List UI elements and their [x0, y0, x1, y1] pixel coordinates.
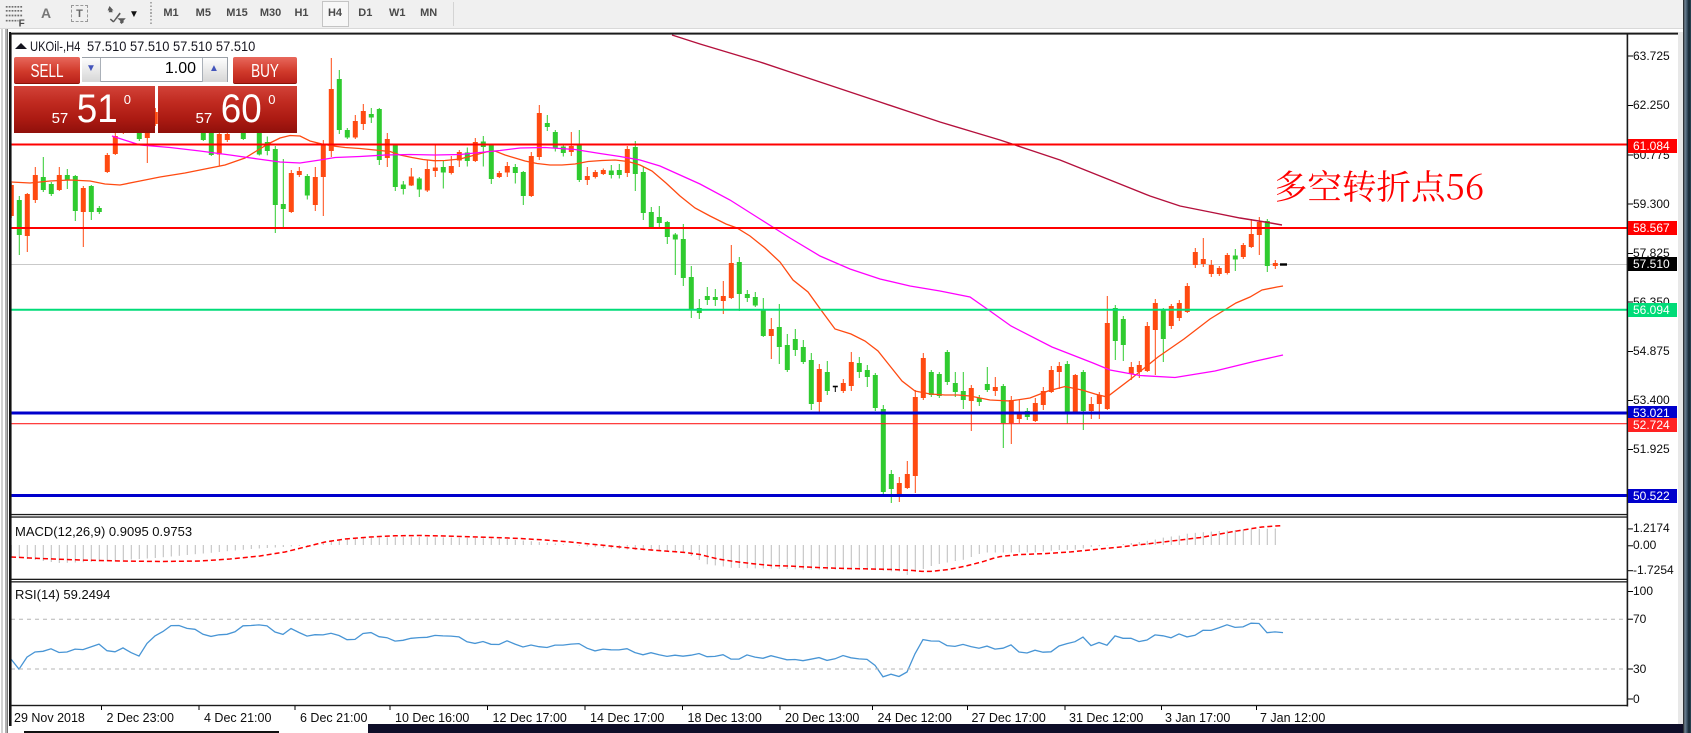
svg-text:F: F: [19, 19, 25, 29]
